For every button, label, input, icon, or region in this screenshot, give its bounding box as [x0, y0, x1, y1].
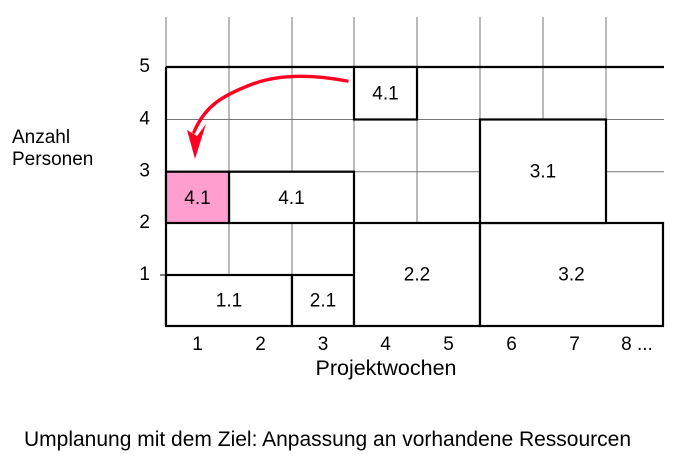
svg-text:7: 7 [569, 334, 580, 355]
svg-text:2: 2 [139, 212, 150, 233]
svg-text:4: 4 [380, 334, 391, 355]
svg-text:1.1: 1.1 [216, 291, 242, 312]
svg-text:3.2: 3.2 [558, 265, 584, 286]
svg-text:Anzahl: Anzahl [12, 127, 70, 148]
svg-text:6: 6 [506, 334, 517, 355]
svg-text:3: 3 [318, 334, 329, 355]
svg-text:2.2: 2.2 [404, 265, 430, 286]
svg-text:4: 4 [139, 109, 150, 130]
svg-text:2.1: 2.1 [310, 291, 336, 312]
svg-text:1: 1 [139, 264, 150, 285]
svg-text:Personen: Personen [12, 149, 93, 170]
svg-text:Projektwochen: Projektwochen [315, 356, 456, 380]
svg-text:5: 5 [139, 56, 150, 77]
svg-text:1: 1 [192, 334, 203, 355]
svg-text:3.1: 3.1 [530, 161, 556, 182]
svg-text:4.1: 4.1 [278, 188, 304, 209]
svg-text:Umplanung mit dem Ziel: Anpass: Umplanung mit dem Ziel: Anpassung an vor… [24, 428, 631, 451]
svg-text:8 ...: 8 ... [621, 334, 653, 355]
svg-text:4.1: 4.1 [372, 84, 398, 105]
svg-text:4.1: 4.1 [184, 188, 210, 209]
svg-text:3: 3 [139, 161, 150, 182]
svg-text:5: 5 [443, 334, 454, 355]
svg-text:2: 2 [255, 334, 266, 355]
